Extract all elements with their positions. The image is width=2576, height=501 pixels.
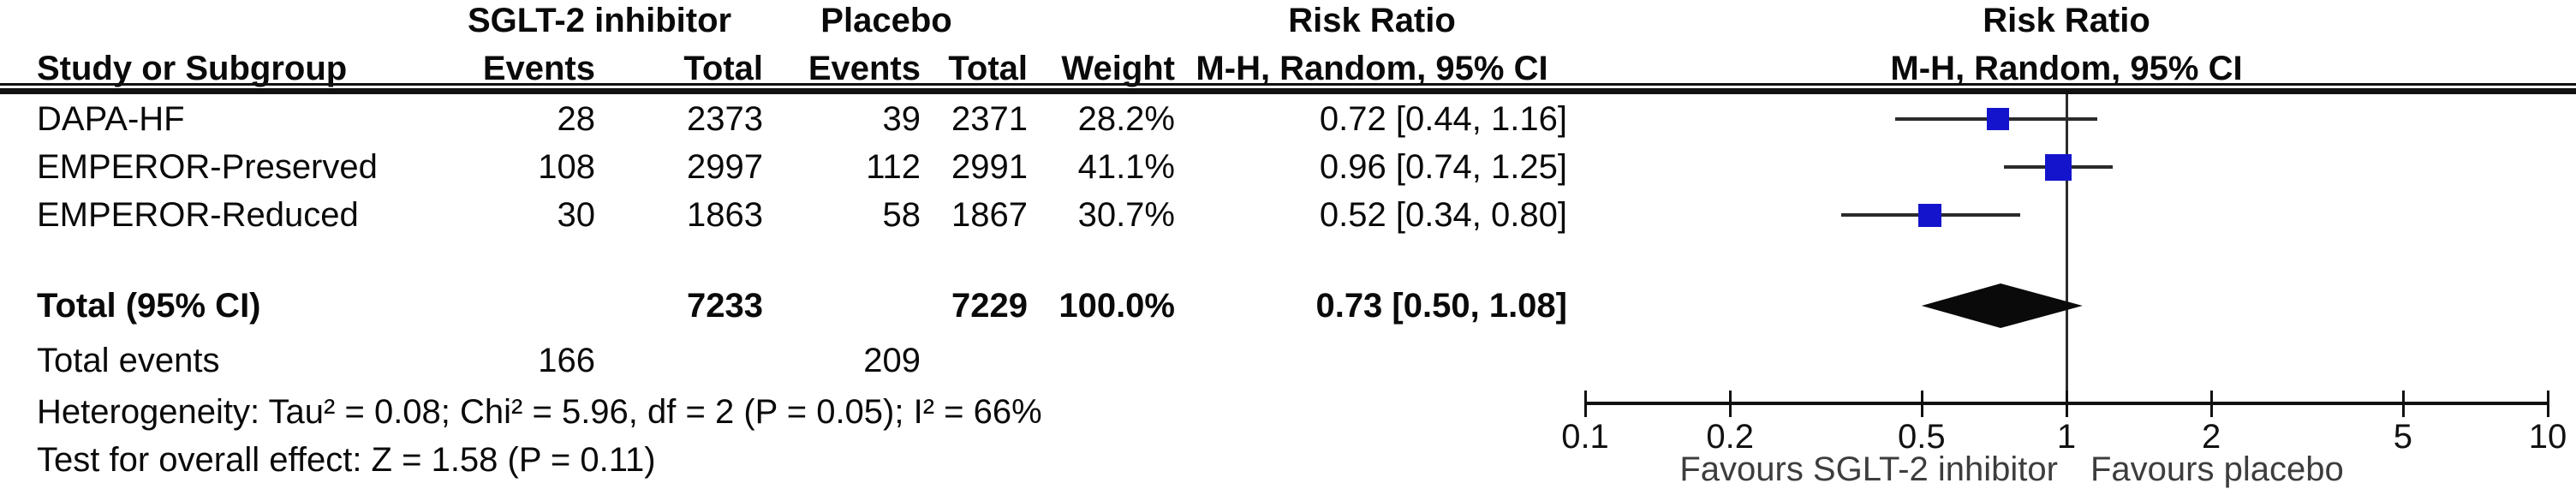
axis-tick-label: 0.1 (1561, 418, 1609, 456)
study-total-control: 1867 (951, 196, 1028, 234)
total-events-treatment: 166 (538, 342, 595, 379)
favours-right-label: Favours placebo (2090, 450, 2344, 488)
study-total-treatment: 1863 (687, 196, 763, 234)
study-total-control: 2371 (951, 100, 1028, 138)
study-name: EMPEROR-Reduced (37, 196, 359, 234)
study-name: DAPA-HF (37, 100, 185, 138)
overall-effect-test: Test for overall effect: Z = 1.58 (P = 0… (37, 441, 656, 479)
col-total-treatment: Total (683, 50, 763, 87)
study-ci-estimate: 0.72 [0.44, 1.16] (1319, 100, 1567, 138)
study-events-control: 58 (882, 196, 921, 234)
col-events-control: Events (808, 50, 921, 87)
no-effect-line (2066, 94, 2068, 406)
col-events-treatment: Events (482, 50, 595, 87)
col-method-ci-text: M-H, Random, 95% CI (1196, 50, 1548, 87)
axis-tick-label: 0.2 (1706, 418, 1754, 456)
study-ci-estimate: 0.96 [0.74, 1.25] (1319, 148, 1567, 186)
axis-tick (2547, 391, 2549, 417)
study-total-treatment: 2997 (687, 148, 763, 186)
summary-diamond (1921, 283, 2083, 328)
total-events-control: 209 (863, 342, 921, 379)
study-ci-estimate: 0.52 [0.34, 0.80] (1319, 196, 1567, 234)
study-events-treatment: 108 (538, 148, 595, 186)
axis-tick (1920, 391, 1923, 417)
study-events-control: 112 (866, 148, 921, 186)
study-events-control: 39 (882, 100, 921, 138)
study-weight: 41.1% (1077, 148, 1175, 186)
col-group-control: Placebo (820, 2, 952, 39)
axis-tick-label: 5 (2393, 418, 2412, 456)
effect-square (2044, 153, 2072, 181)
header-rule-thick (0, 88, 2576, 94)
favours-left-label: Favours SGLT-2 inhibitor (1679, 450, 2058, 488)
study-events-treatment: 28 (557, 100, 596, 138)
col-method-ci-plot: M-H, Random, 95% CI (1890, 50, 2243, 87)
effect-square (1986, 108, 2009, 130)
heterogeneity-stats: Heterogeneity: Tau² = 0.08; Chi² = 5.96,… (37, 393, 1042, 431)
col-weight: Weight (1061, 50, 1175, 87)
axis-tick (1729, 391, 1732, 417)
col-group-treatment: SGLT-2 inhibitor (467, 2, 732, 39)
total-label: Total (95% CI) (37, 287, 261, 325)
total-events-label: Total events (37, 342, 220, 379)
effect-square (1917, 203, 1941, 227)
study-total-treatment: 2373 (687, 100, 763, 138)
axis-tick (2066, 391, 2068, 417)
total-n-control: 7229 (951, 287, 1028, 325)
col-study: Study or Subgroup (37, 50, 348, 87)
header-rule-thin (0, 83, 2576, 86)
study-weight: 30.7% (1077, 196, 1175, 234)
axis-tick-label: 2 (2202, 418, 2221, 456)
total-n-treatment: 7233 (687, 287, 763, 325)
col-risk-ratio-text: Risk Ratio (1288, 2, 1456, 39)
col-total-control: Total (948, 50, 1028, 87)
axis-tick (2210, 391, 2214, 417)
axis-tick (1584, 391, 1587, 417)
study-events-treatment: 30 (557, 196, 596, 234)
study-total-control: 2991 (951, 148, 1028, 186)
axis-tick-label: 1 (2056, 418, 2077, 456)
study-name: EMPEROR-Preserved (37, 148, 378, 186)
axis-tick (2401, 391, 2405, 417)
col-risk-ratio-plot: Risk Ratio (1983, 2, 2150, 39)
axis-tick-label: 0.5 (1898, 418, 1946, 456)
axis-tick-label: 10 (2528, 418, 2567, 456)
total-ci-estimate: 0.73 [0.50, 1.08] (1315, 287, 1567, 325)
total-weight: 100.0% (1058, 287, 1175, 325)
study-weight: 28.2% (1077, 100, 1175, 138)
